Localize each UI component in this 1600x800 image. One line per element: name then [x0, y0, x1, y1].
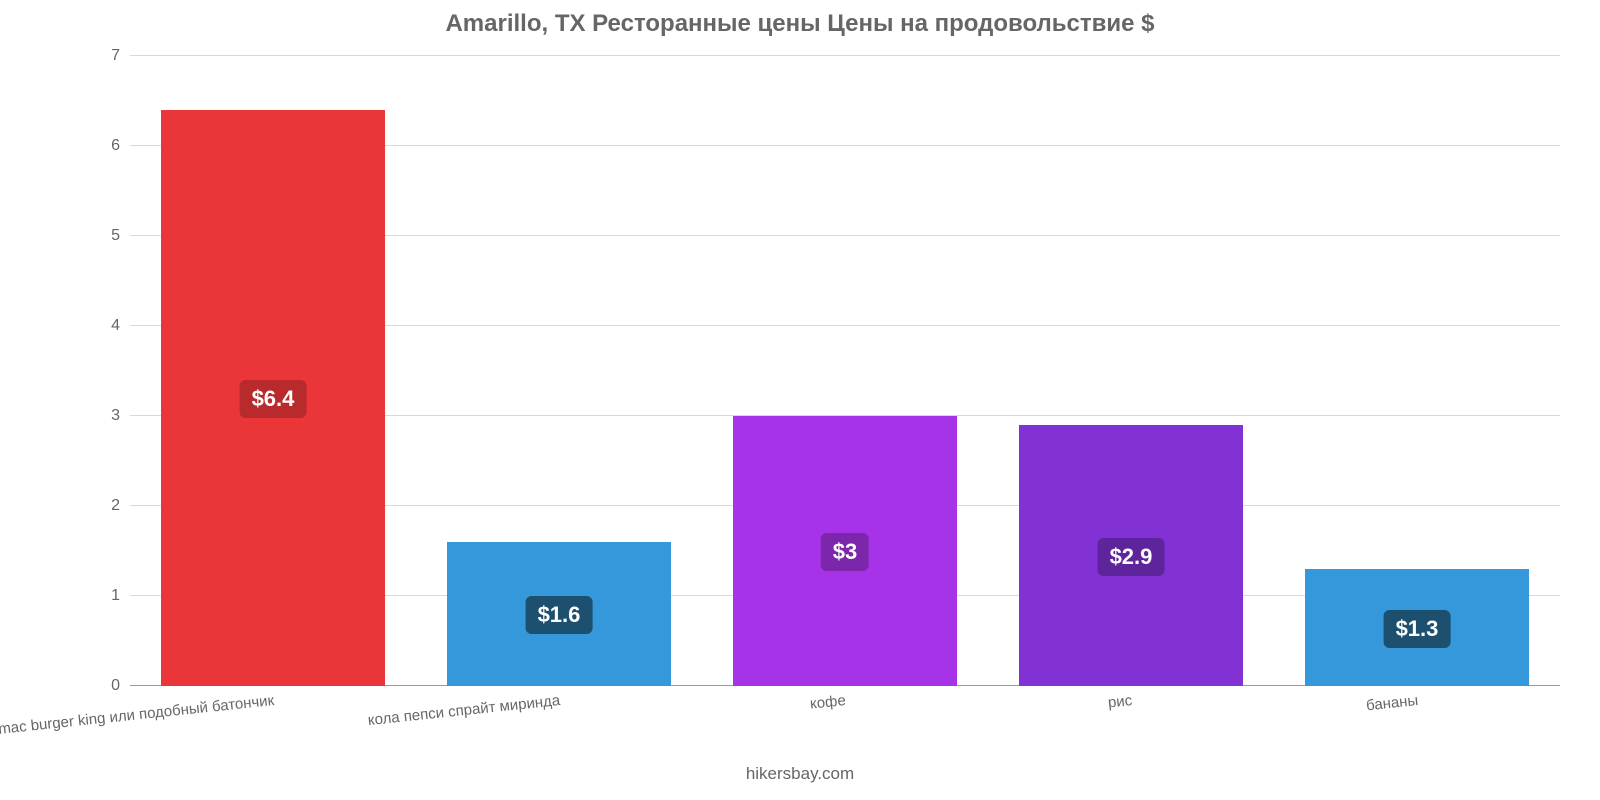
y-tick-label: 7 [111, 47, 120, 65]
x-tick-label: кофе [809, 692, 846, 713]
y-tick-label: 5 [111, 227, 120, 245]
y-tick-label: 1 [111, 587, 120, 605]
y-tick-label: 3 [111, 407, 120, 425]
y-tick-label: 6 [111, 137, 120, 155]
bar-value-label: $1.3 [1384, 610, 1451, 648]
attribution-text: hikersbay.com [0, 764, 1600, 784]
chart-title: Amarillo, TX Ресторанные цены Цены на пр… [0, 10, 1600, 38]
bar-value-label: $3 [821, 533, 869, 571]
bar: $2.9 [1019, 425, 1242, 686]
bar-value-label: $1.6 [526, 596, 593, 634]
x-tick-label: бананы [1365, 692, 1419, 714]
bar-value-label: $2.9 [1098, 538, 1165, 576]
bar-value-label: $6.4 [240, 380, 307, 418]
bar: $6.4 [161, 110, 384, 686]
bar: $1.6 [447, 542, 670, 686]
y-tick-label: 4 [111, 317, 120, 335]
bar: $1.3 [1305, 569, 1528, 686]
chart-container: Amarillo, TX Ресторанные цены Цены на пр… [0, 0, 1600, 800]
y-tick-label: 0 [111, 677, 120, 695]
x-tick-label: рис [1107, 692, 1133, 711]
bar: $3 [733, 416, 956, 686]
plot-area: 01234567$6.4$1.6$3$2.9$1.3 [130, 56, 1560, 686]
x-tick-label: кола пепси спрайт миринда [367, 692, 561, 729]
y-tick-label: 2 [111, 497, 120, 515]
x-axis-labels: mac burger king или подобный батончиккол… [130, 688, 1560, 748]
x-tick-label: mac burger king или подобный батончик [0, 692, 275, 738]
gridline [130, 55, 1560, 56]
